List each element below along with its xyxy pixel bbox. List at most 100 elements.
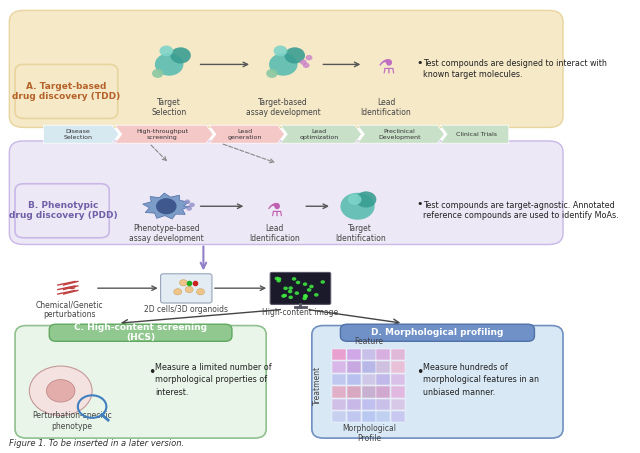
Circle shape: [356, 191, 376, 207]
Text: Target-based
assay development: Target-based assay development: [246, 98, 321, 117]
Bar: [362, 386, 376, 398]
Text: B. Phenotypic
drug discovery (PDD): B. Phenotypic drug discovery (PDD): [9, 201, 118, 221]
Bar: [376, 374, 390, 385]
Text: High-content image: High-content image: [262, 308, 339, 318]
Bar: [376, 349, 390, 361]
Text: Measure a limited number of
morphological properties of
interest.: Measure a limited number of morphologica…: [155, 362, 271, 396]
Circle shape: [340, 193, 374, 220]
Bar: [362, 411, 376, 422]
Circle shape: [274, 45, 287, 56]
Bar: [391, 374, 405, 385]
Bar: [347, 361, 361, 373]
Bar: [376, 411, 390, 422]
Text: ~: ~: [62, 280, 76, 298]
FancyArrowPatch shape: [215, 286, 265, 290]
FancyBboxPatch shape: [15, 184, 109, 238]
Circle shape: [302, 297, 307, 300]
Bar: [347, 349, 361, 361]
Bar: [347, 411, 361, 422]
Circle shape: [196, 289, 205, 295]
Text: Measure hundreds of
morphological features in an
unbiased manner.: Measure hundreds of morphological featur…: [423, 362, 539, 396]
Text: D. Morphological profiling: D. Morphological profiling: [371, 328, 504, 337]
FancyArrowPatch shape: [98, 286, 156, 290]
FancyArrowPatch shape: [223, 144, 274, 163]
FancyBboxPatch shape: [10, 10, 563, 127]
FancyArrowPatch shape: [200, 62, 248, 67]
Text: Lead
optimization: Lead optimization: [300, 129, 339, 140]
Circle shape: [307, 288, 312, 292]
Text: Perturbation-specific
phenotype: Perturbation-specific phenotype: [32, 411, 112, 431]
Circle shape: [296, 281, 300, 284]
Bar: [362, 399, 376, 410]
Text: ⚗: ⚗: [378, 57, 395, 76]
Bar: [362, 349, 376, 361]
Bar: [362, 361, 376, 373]
Polygon shape: [358, 125, 444, 143]
Text: Target
Identification: Target Identification: [335, 224, 386, 243]
Text: •: •: [416, 199, 423, 209]
FancyBboxPatch shape: [161, 274, 212, 303]
Circle shape: [152, 69, 163, 78]
FancyBboxPatch shape: [340, 324, 534, 341]
Text: •: •: [148, 366, 156, 379]
Polygon shape: [44, 125, 119, 143]
Circle shape: [275, 277, 279, 280]
Circle shape: [348, 194, 362, 205]
Text: Target
Selection: Target Selection: [152, 98, 187, 117]
Circle shape: [292, 277, 296, 281]
Text: Lead
Identification: Lead Identification: [361, 98, 412, 117]
Text: Phenotype-based
assay development: Phenotype-based assay development: [129, 224, 204, 243]
FancyBboxPatch shape: [15, 64, 118, 118]
Circle shape: [189, 202, 195, 207]
FancyArrowPatch shape: [200, 204, 242, 208]
Circle shape: [276, 279, 281, 283]
Text: Test compounds are target-agnostic. Annotated
reference compounds are used to id: Test compounds are target-agnostic. Anno…: [423, 201, 619, 221]
Circle shape: [276, 277, 282, 281]
Polygon shape: [143, 193, 190, 219]
Text: ⚗: ⚗: [267, 202, 283, 220]
Text: Treatment: Treatment: [313, 366, 322, 405]
Bar: [362, 374, 376, 385]
Bar: [332, 386, 346, 398]
Circle shape: [47, 380, 75, 402]
Bar: [347, 374, 361, 385]
Circle shape: [184, 199, 190, 204]
Polygon shape: [115, 125, 213, 143]
Text: Lead
Identification: Lead Identification: [250, 224, 300, 243]
Text: High-throughput
screening: High-throughput screening: [136, 129, 188, 140]
Polygon shape: [209, 125, 284, 143]
Circle shape: [303, 294, 308, 298]
Circle shape: [186, 206, 192, 211]
Text: Chemical/Genetic
perturbations: Chemical/Genetic perturbations: [35, 300, 103, 319]
FancyBboxPatch shape: [10, 141, 563, 245]
FancyBboxPatch shape: [15, 326, 266, 438]
Circle shape: [266, 69, 278, 78]
Text: 2D cells/3D organoids: 2D cells/3D organoids: [144, 305, 228, 314]
Bar: [391, 386, 405, 398]
Circle shape: [314, 293, 319, 297]
FancyBboxPatch shape: [312, 326, 563, 438]
Circle shape: [29, 366, 92, 415]
Text: Feature: Feature: [355, 337, 383, 346]
Circle shape: [159, 45, 173, 56]
Bar: [347, 386, 361, 398]
FancyArrowPatch shape: [151, 145, 166, 161]
Circle shape: [303, 63, 310, 68]
Circle shape: [289, 295, 293, 299]
Bar: [332, 361, 346, 373]
Circle shape: [321, 280, 325, 284]
Bar: [391, 399, 405, 410]
Circle shape: [309, 284, 314, 288]
Text: Preclinical
Development: Preclinical Development: [378, 129, 420, 140]
Circle shape: [173, 289, 182, 295]
Circle shape: [155, 53, 184, 76]
Polygon shape: [280, 125, 362, 143]
Bar: [332, 399, 346, 410]
Text: •: •: [416, 58, 423, 68]
Bar: [391, 349, 405, 361]
Polygon shape: [440, 125, 509, 143]
Text: Clinical Trials: Clinical Trials: [456, 132, 497, 137]
Bar: [376, 399, 390, 410]
Bar: [376, 361, 390, 373]
Bar: [376, 386, 390, 398]
